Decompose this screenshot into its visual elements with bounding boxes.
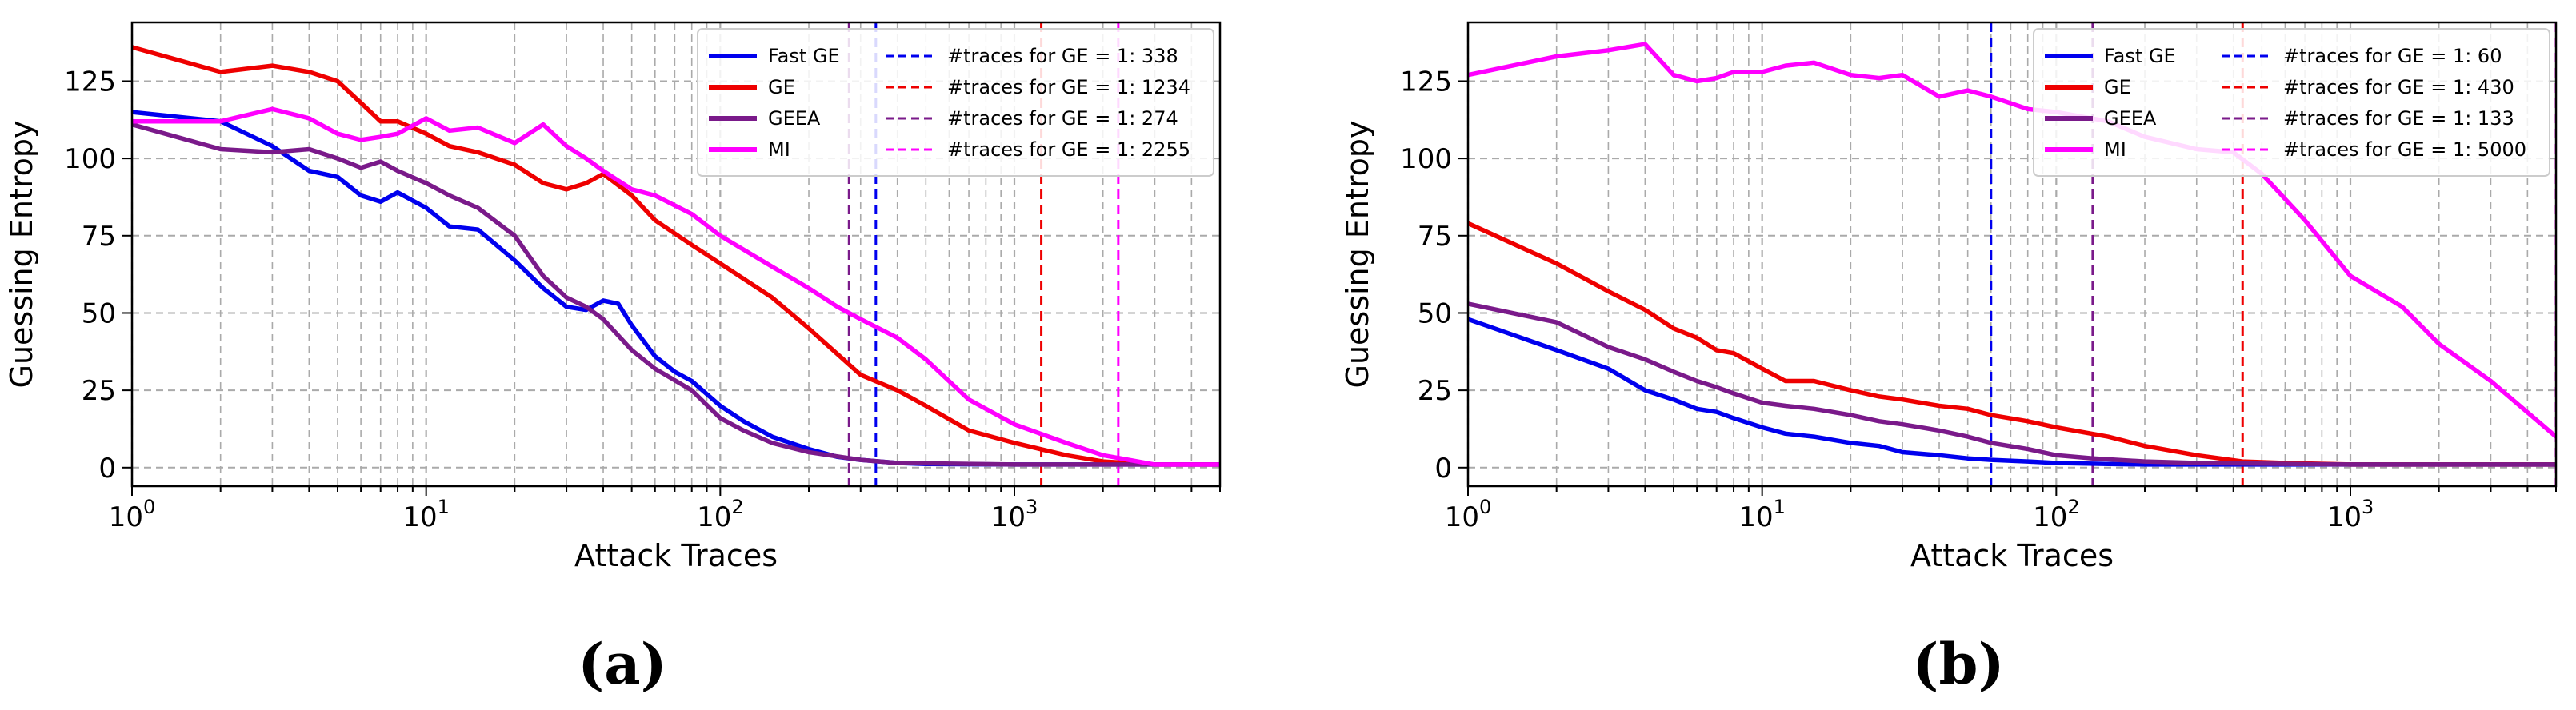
y-tick-label: 75 (1418, 221, 1452, 253)
series-line (1468, 42, 2556, 439)
series-line (132, 122, 1220, 467)
legend-entry: #traces for GE = 1: 338 (947, 45, 1178, 67)
x-tick-label: 103 (2327, 496, 2374, 533)
plot-frame (1466, 21, 2558, 488)
x-axis-label: Attack Traces (1910, 538, 2114, 573)
y-tick-label: 125 (64, 66, 116, 98)
x-axis-label: Attack Traces (574, 538, 778, 573)
y-tick-label: 100 (1400, 143, 1452, 175)
y-tick-label: 75 (82, 221, 116, 253)
series-line (1468, 301, 2556, 467)
y-tick-label: 25 (1418, 375, 1452, 407)
chart-panel-0: 0 25 50 75 100 125 100 101 102 103 Attack Traces Gu… (4, 21, 1222, 697)
y-tick-label: 100 (64, 143, 116, 175)
legend-entry: GE (2104, 76, 2131, 98)
panel-caption: (a) (578, 631, 667, 697)
chart-panel-1: 0 25 50 75 100 125 100 101 102 103 Attack Traces Gu… (1340, 21, 2558, 697)
x-tick-label: 101 (1738, 496, 1786, 533)
legend-entry: #traces for GE = 1: 1234 (947, 76, 1190, 98)
legend-entry: #traces for GE = 1: 430 (2283, 76, 2514, 98)
legend-entry: Fast GE (2104, 45, 2176, 67)
series-line (1468, 317, 2556, 467)
x-tick-label: 100 (109, 496, 156, 533)
legend-entry: MI (768, 138, 790, 161)
series-line (1468, 221, 2556, 467)
x-tick-label: 102 (697, 496, 744, 533)
y-tick-label: 50 (1418, 297, 1452, 329)
legend-entry: #traces for GE = 1: 2255 (947, 138, 1190, 161)
y-tick-label: 0 (98, 453, 116, 485)
legend-entry: GE (768, 76, 795, 98)
y-tick-label: 50 (82, 297, 116, 329)
x-tick-label: 103 (991, 496, 1038, 533)
legend-box (697, 28, 1214, 177)
legend-entry: #traces for GE = 1: 60 (2283, 45, 2502, 67)
y-tick-label: 0 (1434, 453, 1452, 485)
x-tick-label: 101 (402, 496, 450, 533)
legend-entry: #traces for GE = 1: 274 (947, 107, 1178, 130)
legend-entry: MI (2104, 138, 2126, 161)
legend-entry: GEEA (2104, 107, 2157, 130)
x-tick-label: 100 (1445, 496, 1492, 533)
plot-frame (130, 21, 1222, 488)
x-tick-label: 102 (2033, 496, 2080, 533)
legend-entry: #traces for GE = 1: 5000 (2283, 138, 2526, 161)
series-line (132, 45, 1220, 467)
y-tick-label: 25 (82, 375, 116, 407)
y-axis-label: Guessing Entropy (1340, 121, 1375, 389)
legend-entry: Fast GE (768, 45, 840, 67)
y-axis-label: Guessing Entropy (4, 121, 39, 389)
panel-caption: (b) (1912, 631, 2004, 697)
legend-box (2033, 28, 2550, 177)
y-tick-label: 125 (1400, 66, 1452, 98)
legend-entry: GEEA (768, 107, 821, 130)
legend-entry: #traces for GE = 1: 133 (2283, 107, 2514, 130)
series-line (132, 106, 1220, 467)
